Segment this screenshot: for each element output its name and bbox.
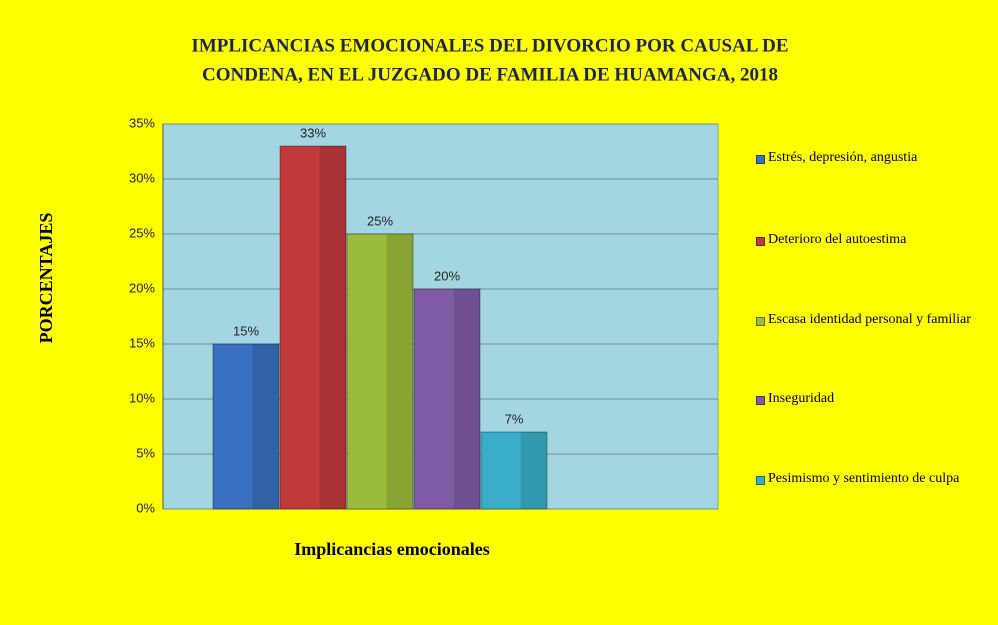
bar xyxy=(413,288,481,510)
y-tick-label: 5% xyxy=(136,445,155,460)
legend-label: Inseguridad xyxy=(768,391,835,406)
legend-item: Escasa identidad personal y familiar xyxy=(756,312,993,328)
y-tick-label: 0% xyxy=(136,500,155,515)
y-tick-label: 30% xyxy=(129,170,155,185)
legend-label: Deterioro del autoestima xyxy=(768,232,907,247)
legend-label: Escasa identidad personal y familiar xyxy=(768,312,971,327)
bar xyxy=(346,233,414,510)
legend-swatch xyxy=(756,317,765,326)
y-tick-label: 25% xyxy=(129,225,155,240)
legend-label: Estrés, depresión, angustia xyxy=(768,150,918,165)
legend-label: Pesimismo y sentimiento de culpa xyxy=(768,471,960,486)
y-tick-label: 15% xyxy=(129,335,155,350)
chart-title: CONDENA, EN EL JUZGADO DE FAMILIA DE HUA… xyxy=(202,64,778,85)
legend-swatch xyxy=(756,396,765,405)
data-label: 20% xyxy=(434,268,460,283)
bar-shade xyxy=(386,234,413,509)
bar xyxy=(480,431,548,510)
data-label: 7% xyxy=(505,411,524,426)
legend-item: Deterioro del autoestima xyxy=(756,232,993,248)
y-axis-label: PORCENTAJES xyxy=(36,213,56,344)
bar-shade xyxy=(520,432,547,509)
data-label: 25% xyxy=(367,213,393,228)
y-tick-label: 10% xyxy=(129,390,155,405)
legend-item: Inseguridad xyxy=(756,391,993,407)
legend-item: Pesimismo y sentimiento de culpa xyxy=(756,471,993,487)
legend-swatch xyxy=(756,237,765,246)
bar xyxy=(212,343,280,510)
y-tick-label: 20% xyxy=(129,280,155,295)
legend-item: Estrés, depresión, angustia xyxy=(756,150,993,166)
bar xyxy=(279,145,347,510)
bar-shade xyxy=(319,146,346,509)
legend-swatch xyxy=(756,476,765,485)
x-axis-label: Implicancias emocionales xyxy=(294,539,490,559)
legend-swatch xyxy=(756,155,765,164)
y-tick-label: 35% xyxy=(129,115,155,130)
chart-title: IMPLICANCIAS EMOCIONALES DEL DIVORCIO PO… xyxy=(191,35,788,56)
bar-shade xyxy=(252,344,279,509)
bar-shade xyxy=(453,289,480,509)
data-label: 15% xyxy=(233,323,259,338)
data-label: 33% xyxy=(300,125,326,140)
